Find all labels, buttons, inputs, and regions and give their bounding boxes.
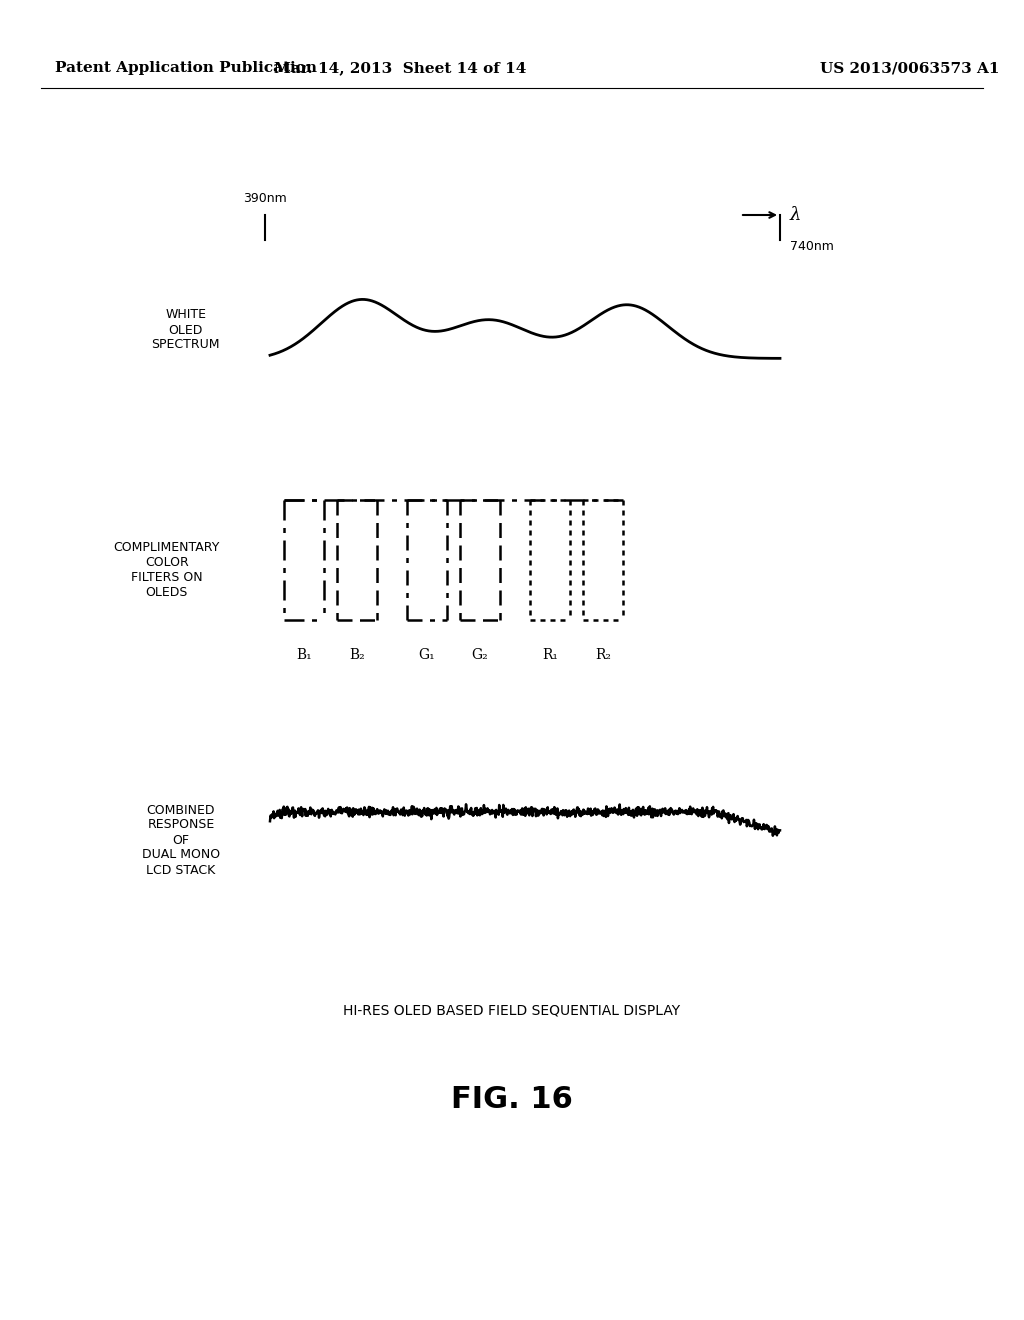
Text: Patent Application Publication: Patent Application Publication: [55, 61, 317, 75]
Text: COMPLIMENTARY
COLOR
FILTERS ON
OLEDS: COMPLIMENTARY COLOR FILTERS ON OLEDS: [114, 541, 220, 599]
Text: B₁: B₁: [296, 648, 312, 663]
Text: λ: λ: [790, 206, 802, 224]
Text: FIG. 16: FIG. 16: [451, 1085, 573, 1114]
Text: COMBINED
RESPONSE
OF
DUAL MONO
LCD STACK: COMBINED RESPONSE OF DUAL MONO LCD STACK: [142, 804, 220, 876]
Text: G₂: G₂: [472, 648, 488, 663]
Text: G₁: G₁: [419, 648, 435, 663]
Text: 390nm: 390nm: [243, 191, 287, 205]
Text: HI-RES OLED BASED FIELD SEQUENTIAL DISPLAY: HI-RES OLED BASED FIELD SEQUENTIAL DISPL…: [343, 1003, 681, 1016]
Text: WHITE
OLED
SPECTRUM: WHITE OLED SPECTRUM: [152, 309, 220, 351]
Text: US 2013/0063573 A1: US 2013/0063573 A1: [820, 61, 999, 75]
Text: Mar. 14, 2013  Sheet 14 of 14: Mar. 14, 2013 Sheet 14 of 14: [273, 61, 526, 75]
Text: B₂: B₂: [349, 648, 365, 663]
Text: 740nm: 740nm: [790, 240, 834, 253]
Text: R₁: R₁: [542, 648, 558, 663]
Text: R₂: R₂: [595, 648, 611, 663]
